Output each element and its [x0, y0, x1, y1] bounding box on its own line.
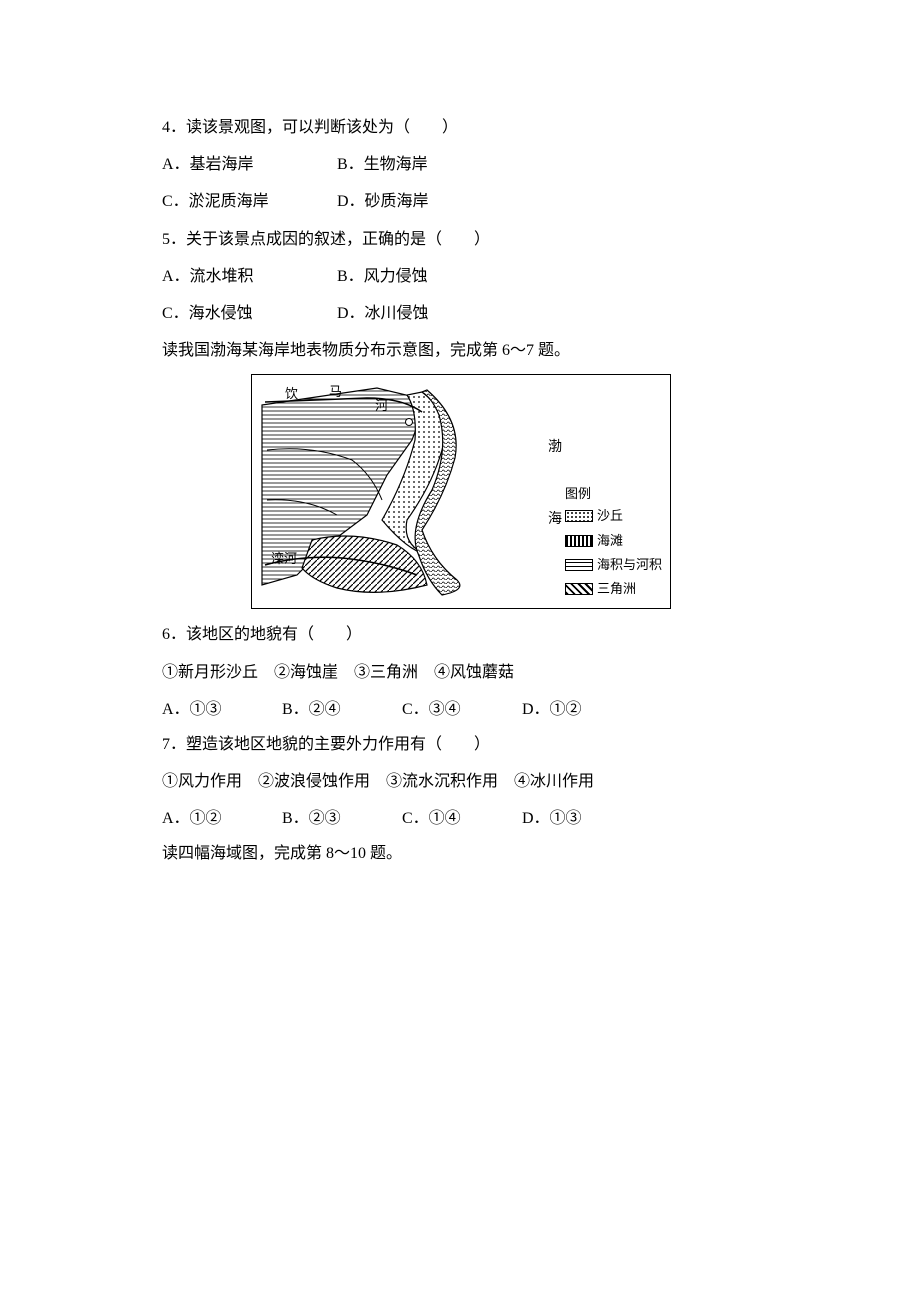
legend-title: 图例 — [565, 483, 662, 505]
q7-opt-b[interactable]: B．②③ — [282, 801, 402, 836]
legend-row-0: 沙丘 — [565, 505, 662, 527]
q7-items: ①风力作用 ②波浪侵蚀作用 ③流水沉积作用 ④冰川作用 — [162, 764, 760, 799]
coast-map-svg: 饮 马 河 滦河 — [257, 380, 547, 605]
q7-stem: 7．塑造该地区地貌的主要外力作用有（ ） — [162, 727, 760, 762]
river1-b: 马 — [329, 384, 342, 399]
sea-label-hai: 海 — [548, 505, 562, 536]
q5-stem: 5．关于该景点成因的叙述，正确的是（ ） — [162, 222, 760, 257]
map-figure: 饮 马 河 滦河 渤 海 图例 沙丘 海滩 海积与河积 — [251, 374, 671, 609]
q7-opts: A．①② B．②③ C．①④ D．①③ — [162, 801, 760, 836]
legend-row-3: 三角洲 — [565, 578, 662, 600]
river1-a: 饮 — [285, 386, 298, 401]
legend-row-2: 海积与河积 — [565, 554, 662, 576]
intro-810: 读四幅海域图，完成第 8～10 题。 — [162, 836, 760, 871]
q4-opt-d[interactable]: D．砂质海岸 — [337, 184, 760, 219]
q6-stem: 6．该地区的地貌有（ ） — [162, 617, 760, 652]
q4-opt-b[interactable]: B．生物海岸 — [337, 147, 760, 182]
legend-label-3: 三角洲 — [597, 578, 636, 600]
q5-opt-d[interactable]: D．冰川侵蚀 — [337, 296, 760, 331]
q5-opt-a[interactable]: A．流水堆积 — [162, 259, 337, 294]
q4-opt-a[interactable]: A．基岩海岸 — [162, 147, 337, 182]
q6-opt-c[interactable]: C．③④ — [402, 692, 522, 727]
q4-stem: 4．读该景观图，可以判断该处为（ ） — [162, 110, 760, 145]
q5-opts-row1: A．流水堆积 B．风力侵蚀 — [162, 259, 760, 294]
legend-swatch-hatch — [565, 583, 593, 595]
q6-opt-b[interactable]: B．②④ — [282, 692, 402, 727]
figure-wrap: 饮 马 河 滦河 渤 海 图例 沙丘 海滩 海积与河积 — [162, 374, 760, 609]
legend-swatch-dots — [565, 510, 593, 522]
legend-swatch-waves — [565, 535, 593, 547]
map-svg-area: 饮 马 河 滦河 — [257, 380, 547, 605]
q4-opts-row1: A．基岩海岸 B．生物海岸 — [162, 147, 760, 182]
q5-opts-row2: C．海水侵蚀 D．冰川侵蚀 — [162, 296, 760, 331]
legend-label-2: 海积与河积 — [597, 554, 662, 576]
river2-label: 滦河 — [271, 551, 297, 566]
q6-opt-d[interactable]: D．①② — [522, 692, 642, 727]
q6-items: ①新月形沙丘 ②海蚀崖 ③三角洲 ④风蚀蘑菇 — [162, 655, 760, 690]
q5-opt-c[interactable]: C．海水侵蚀 — [162, 296, 337, 331]
sea-label-bo: 渤 — [548, 433, 562, 464]
q5-opt-b[interactable]: B．风力侵蚀 — [337, 259, 760, 294]
legend-label-1: 海滩 — [597, 530, 623, 552]
q6-opt-a[interactable]: A．①③ — [162, 692, 282, 727]
q6-opts: A．①③ B．②④ C．③④ D．①② — [162, 692, 760, 727]
q7-opt-c[interactable]: C．①④ — [402, 801, 522, 836]
legend-row-1: 海滩 — [565, 530, 662, 552]
q7-opt-d[interactable]: D．①③ — [522, 801, 642, 836]
q4-opt-c[interactable]: C．淤泥质海岸 — [162, 184, 337, 219]
intro-67: 读我国渤海某海岸地表物质分布示意图，完成第 6～7 题。 — [162, 333, 760, 368]
river1-c: 河 — [375, 398, 388, 413]
q7-opt-a[interactable]: A．①② — [162, 801, 282, 836]
legend: 图例 沙丘 海滩 海积与河积 三角洲 — [565, 483, 662, 601]
legend-swatch-lines — [565, 559, 593, 571]
legend-label-0: 沙丘 — [597, 505, 623, 527]
q4-opts-row2: C．淤泥质海岸 D．砂质海岸 — [162, 184, 760, 219]
